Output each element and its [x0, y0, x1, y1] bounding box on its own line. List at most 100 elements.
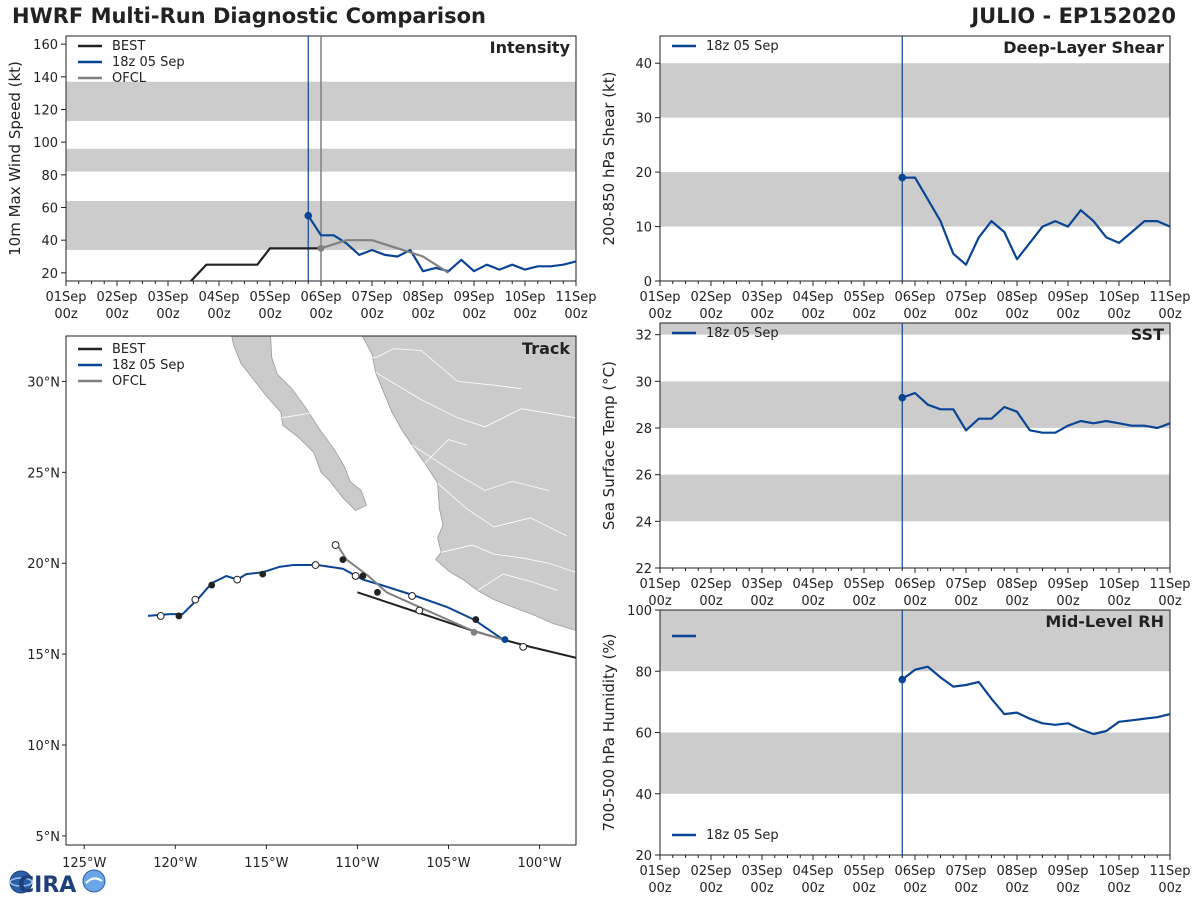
x-tick-label: 00z: [1005, 307, 1029, 322]
y-tick-label: 30: [635, 112, 652, 127]
x-tick-label: 00z: [309, 307, 333, 322]
state-border: [477, 573, 558, 591]
shaded-band: [660, 323, 1170, 335]
x-tick-label: 02Sep: [690, 864, 731, 879]
y-tick-label: 25°N: [27, 466, 60, 481]
track-point: [472, 616, 480, 623]
panel-intensity: 01Sep 00z 02Sep 00z 03Sep 00z 04Sep 00z 05Sep 00z…: [6, 35, 597, 322]
x-tick-label: 02Sep: [690, 577, 731, 592]
x-tick-label: 00z: [699, 594, 723, 609]
y-tick-label: 40: [635, 788, 652, 803]
track-point: [311, 561, 320, 569]
chart-title: HWRF Multi-Run Diagnostic Comparison: [12, 4, 487, 28]
track-point: [351, 572, 360, 580]
x-tick-label: 00z: [954, 594, 978, 609]
series-line-ofcl: [320, 239, 450, 274]
x-tick-label: 04Sep: [198, 290, 239, 305]
legend-label: 18z 05 Sep: [112, 358, 185, 373]
state-border: [437, 482, 568, 537]
track-point: [175, 612, 183, 620]
x-tick-label: 01Sep: [45, 290, 86, 305]
x-tick-label: 00z: [954, 307, 978, 322]
x-tick-label: 00z: [411, 307, 435, 322]
panel-title: Mid-Level RH: [1045, 612, 1164, 631]
x-tick-label: 110°W: [335, 856, 379, 871]
shaded-band: [660, 474, 1170, 522]
y-tick-label: 30: [635, 375, 652, 390]
x-tick-label: 00z: [1056, 594, 1080, 609]
series-group: [898, 391, 1170, 434]
panel-shear: 01Sep 00z 02Sep 00z 03Sep 00z 04Sep 00z 05Sep 00z…: [600, 35, 1191, 322]
y-tick-label: 20: [635, 166, 652, 181]
x-tick-label: 00z: [750, 881, 774, 896]
map-group: [147, 336, 576, 659]
panel-title: SST: [1131, 325, 1164, 344]
x-tick-label: 01Sep: [639, 290, 680, 305]
y-tick-label: 100: [33, 136, 58, 151]
series-line-18z-05-sep: [902, 176, 1170, 266]
y-tick-label: 22: [635, 562, 652, 577]
x-tick-label: 00z: [462, 307, 486, 322]
legend-label: BEST: [112, 342, 145, 357]
y-tick-label: 26: [635, 469, 652, 484]
series-group: [898, 665, 1170, 736]
y-axis-label: 700-500 hPa Humidity (%): [600, 633, 618, 831]
x-tick-label: 06Sep: [894, 290, 935, 305]
x-tick-label: 00z: [1107, 594, 1131, 609]
x-tick-label: 00z: [1005, 881, 1029, 896]
run-start-point: [304, 211, 313, 220]
track-point: [259, 570, 267, 578]
track-point: [339, 556, 347, 563]
x-tick-label: 00z: [513, 307, 537, 322]
shaded-band: [660, 63, 1170, 118]
x-tick-label: 05Sep: [843, 577, 884, 592]
x-tick-label: 11Sep: [1149, 577, 1190, 592]
y-tick-label: 15°N: [27, 648, 60, 663]
x-tick-label: 105°W: [426, 856, 470, 871]
x-tick-label: 04Sep: [792, 864, 833, 879]
plot-frame: [659, 322, 1171, 569]
x-tick-label: 00z: [852, 881, 876, 896]
track-point: [233, 575, 242, 584]
legend-label: 18z 05 Sep: [706, 39, 779, 54]
x-tick-label: 01Sep: [639, 864, 680, 879]
x-tick-label: 09Sep: [1047, 290, 1088, 305]
x-tick-label: 100°W: [517, 856, 561, 871]
x-tick-label: 03Sep: [741, 864, 782, 879]
cira-logo-icon: CIRA: [9, 869, 106, 898]
x-tick-label: 01Sep: [639, 577, 680, 592]
x-tick-label: 00z: [105, 307, 129, 322]
track-point: [415, 606, 424, 615]
x-tick-label: 06Sep: [300, 290, 341, 305]
x-tick-label: 08Sep: [402, 290, 443, 305]
x-tick-label: 02Sep: [690, 290, 731, 305]
ofcl-start-point: [317, 244, 325, 252]
series-group: [898, 173, 1170, 266]
x-tick-label: 07Sep: [945, 577, 986, 592]
y-tick-label: 60: [41, 202, 58, 217]
x-tick-label: 10Sep: [1098, 290, 1139, 305]
legend-label: 18z 05 Sep: [706, 326, 779, 341]
y-tick-label: 5°N: [36, 830, 61, 845]
track-point: [408, 592, 416, 600]
x-tick-label: 09Sep: [1047, 577, 1088, 592]
shaded-band: [660, 732, 1170, 794]
plot-frame: [65, 335, 577, 846]
x-tick-label: 00z: [699, 881, 723, 896]
legend-label: BEST: [112, 39, 145, 54]
x-tick-label: 00z: [903, 307, 927, 322]
x-tick-label: 00z: [258, 307, 282, 322]
x-tick-label: 09Sep: [453, 290, 494, 305]
x-tick-label: 09Sep: [1047, 864, 1088, 879]
series-line-18z-05-sep: [901, 391, 1170, 434]
x-tick-label: 00z: [648, 881, 672, 896]
x-tick-label: 00z: [750, 307, 774, 322]
x-tick-label: 00z: [801, 881, 825, 896]
x-tick-label: 00z: [1158, 594, 1182, 609]
legend-label: 18z 05 Sep: [706, 828, 779, 843]
x-tick-label: 11Sep: [1149, 290, 1190, 305]
track-point: [374, 588, 381, 596]
x-tick-label: 10Sep: [1098, 577, 1139, 592]
series-group: [189, 211, 576, 281]
legend-label: OFCL: [112, 374, 147, 389]
